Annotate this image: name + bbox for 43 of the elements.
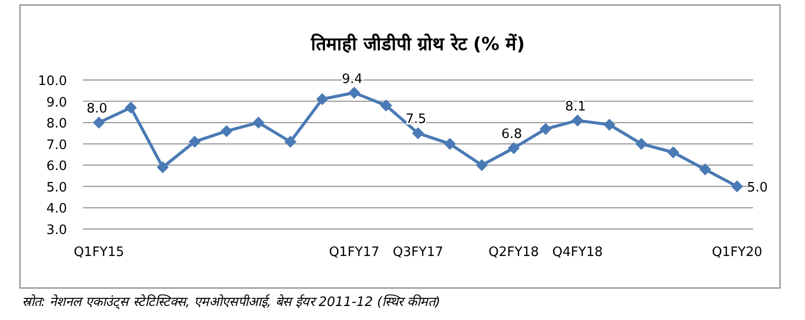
y-tick-label: 9.0: [46, 95, 67, 110]
text: स्रोत: नेशनल एकाउंट्स स्टेटिस्टिक्स, एमओएसपीआई, बेस ईयर 2011-12 (स्थिर कीमत): [22, 294, 440, 310]
x-tick-label: Q1FY20: [712, 245, 762, 260]
x-tick-label: Q1FY15: [74, 245, 124, 260]
point: [348, 86, 360, 99]
point: [284, 136, 296, 148]
y-tick-label: 7.0: [46, 138, 67, 153]
y-tick-label: 3.0: [46, 223, 67, 238]
point: [92, 116, 105, 129]
data-label: 6.8: [501, 127, 522, 142]
y-tick-label: 6.0: [46, 159, 67, 174]
x-tick-label: Q1FY17: [328, 245, 380, 260]
point: [667, 146, 680, 158]
x-tick-label: Q4FY18: [552, 245, 603, 260]
y-tick-label: 4.0: [46, 202, 67, 217]
point: [316, 93, 328, 106]
y-tick-label: 8.0: [46, 116, 67, 132]
point: [476, 159, 488, 172]
point: [699, 163, 712, 176]
point: [603, 118, 616, 131]
data-label: 8.0: [86, 102, 108, 117]
point: [508, 142, 520, 154]
point: [380, 100, 392, 112]
chart-title: तिमाही जीडीपी ग्रोथ रेट (% में): [310, 33, 525, 55]
point: [188, 136, 201, 148]
x-tick-label: Q2FY18: [488, 245, 539, 260]
point: [124, 102, 137, 114]
point: [220, 125, 233, 138]
point: [252, 116, 264, 129]
point: [572, 114, 584, 126]
y-tick-label: 10.0: [38, 74, 67, 89]
x-tick-label: Q3FY17: [392, 245, 444, 260]
data-label: 9.4: [342, 72, 363, 87]
point: [412, 127, 424, 140]
point: [444, 138, 456, 150]
point: [635, 138, 648, 150]
y-tick-label: 5.0: [46, 180, 67, 196]
point: [731, 180, 744, 192]
data-label: 5.0: [747, 180, 768, 196]
data-label: 8.1: [565, 99, 586, 114]
point: [540, 122, 552, 135]
point: [156, 161, 169, 174]
data-label: 7.5: [406, 112, 426, 128]
